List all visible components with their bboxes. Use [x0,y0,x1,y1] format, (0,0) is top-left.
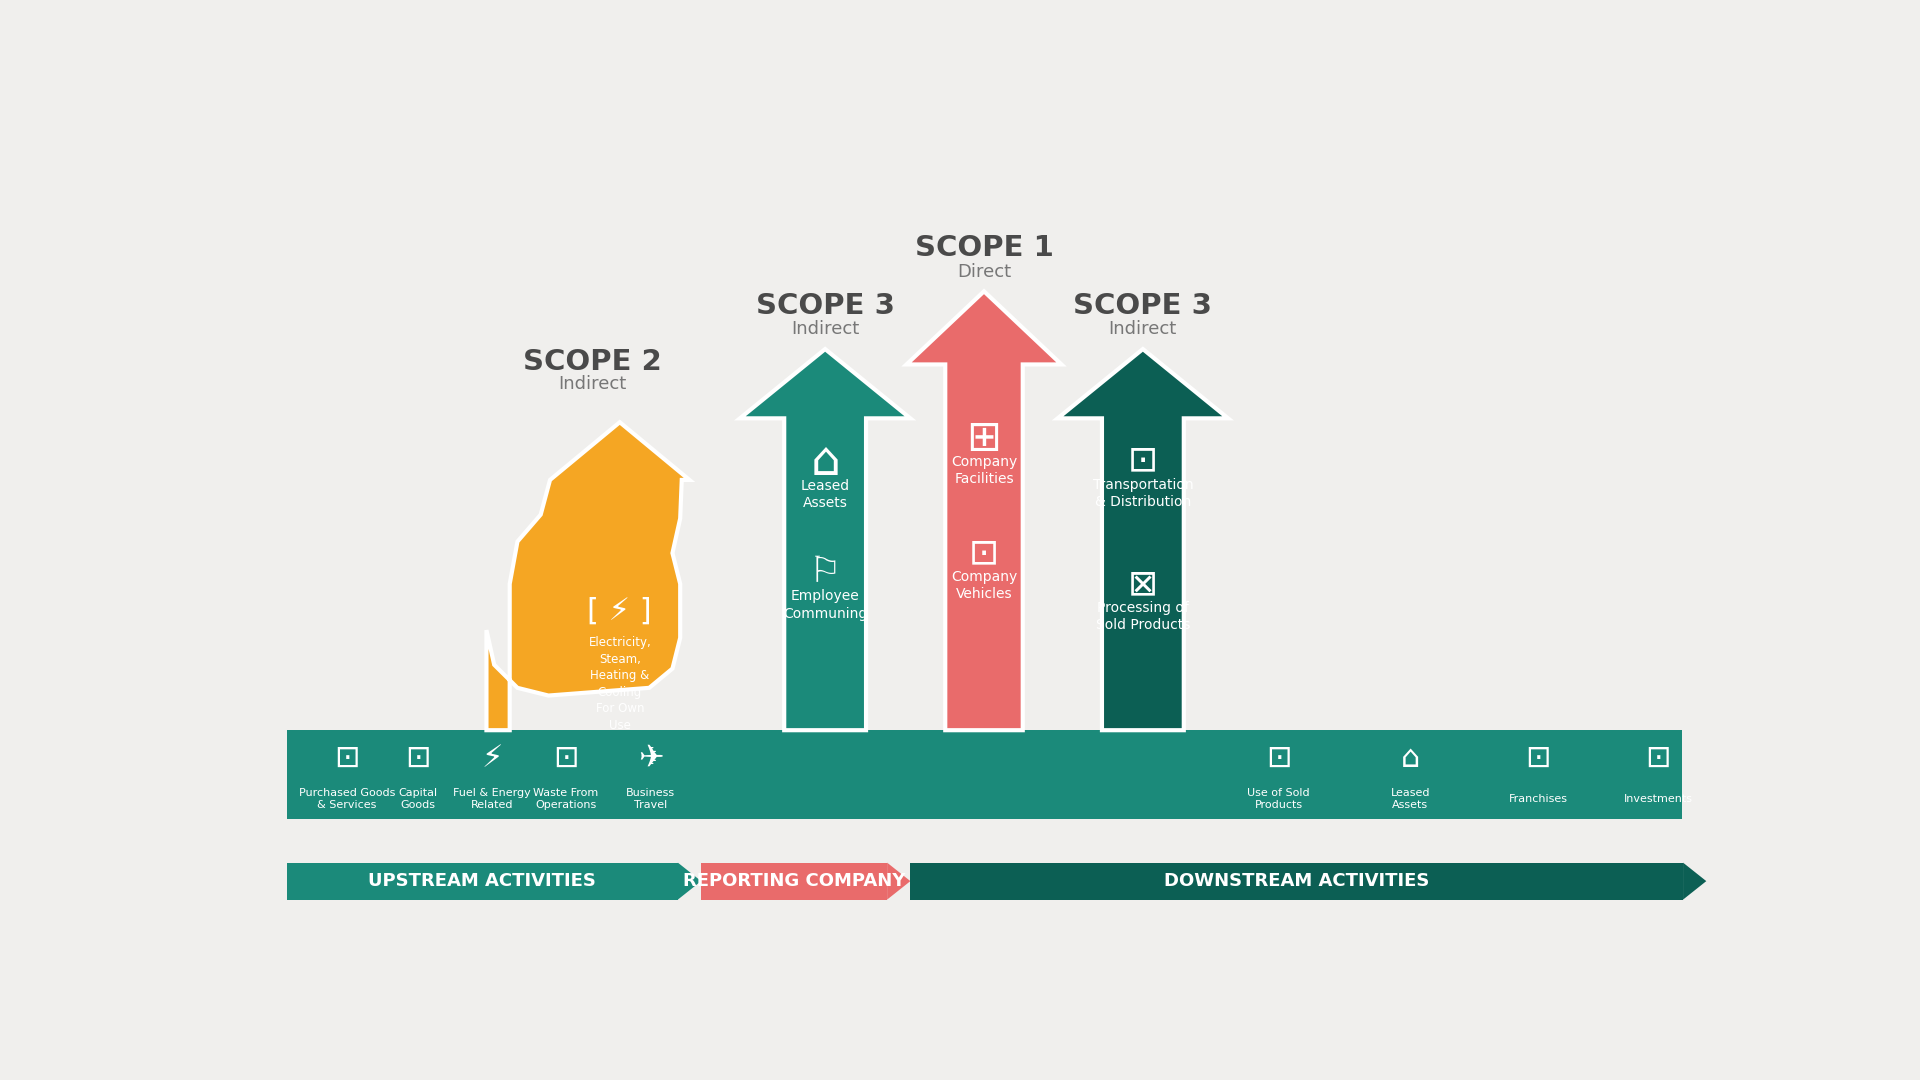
Polygon shape [1684,863,1707,900]
Text: Processing of
Sold Products: Processing of Sold Products [1096,600,1190,632]
Polygon shape [739,349,910,730]
Text: Company
Facilities: Company Facilities [950,455,1018,486]
Text: Use of Sold
Products: Use of Sold Products [1248,788,1309,810]
Text: SCOPE 3: SCOPE 3 [756,292,895,320]
Polygon shape [486,422,689,730]
Polygon shape [678,863,701,900]
Text: SCOPE 1: SCOPE 1 [914,234,1054,262]
Text: SCOPE 2: SCOPE 2 [524,348,662,376]
Text: UPSTREAM ACTIVITIES: UPSTREAM ACTIVITIES [369,873,595,890]
Polygon shape [887,863,910,900]
Text: DOWNSTREAM ACTIVITIES: DOWNSTREAM ACTIVITIES [1164,873,1428,890]
Text: ⊡: ⊡ [1645,744,1670,773]
Text: ⊡: ⊡ [970,536,998,570]
Text: ⌂: ⌂ [810,440,841,485]
Text: Leased
Assets: Leased Assets [1390,788,1430,810]
Text: Waste From
Operations: Waste From Operations [534,788,599,810]
Text: ⚐: ⚐ [808,555,841,590]
Text: Fuel & Energy
Related: Fuel & Energy Related [453,788,530,810]
Text: Purchased Goods
& Services: Purchased Goods & Services [300,788,396,810]
Text: ⌂: ⌂ [1400,744,1421,773]
Text: Company
Vehicles: Company Vehicles [950,570,1018,602]
Text: Business
Travel: Business Travel [626,788,676,810]
Text: Indirect: Indirect [791,321,860,338]
Text: ⊡: ⊡ [334,744,359,773]
Text: Franchises: Franchises [1509,794,1567,805]
Text: Leased
Assets: Leased Assets [801,480,851,511]
Text: ⊡: ⊡ [1524,744,1551,773]
Text: [ ⚡ ]: [ ⚡ ] [588,596,653,625]
Text: REPORTING COMPANY: REPORTING COMPANY [684,873,906,890]
Text: ⊞: ⊞ [966,417,1002,459]
Text: Investments: Investments [1624,794,1693,805]
Polygon shape [1058,349,1229,730]
Text: ⊠: ⊠ [1127,567,1158,600]
Polygon shape [906,292,1062,730]
Text: ⊡: ⊡ [553,744,578,773]
Bar [286,863,678,900]
Text: Direct: Direct [956,262,1012,281]
Bar [701,863,887,900]
Bar [286,730,1682,819]
Text: Employee
Communing: Employee Communing [783,590,868,621]
Text: ⊡: ⊡ [1265,744,1292,773]
Text: SCOPE 3: SCOPE 3 [1073,292,1212,320]
Text: Indirect: Indirect [559,375,626,393]
Text: Electricity,
Steam,
Heating &
Cooling
For Own
Use: Electricity, Steam, Heating & Cooling Fo… [588,636,651,732]
Bar [910,863,1684,900]
Text: ⚡: ⚡ [482,744,503,773]
Text: ⊡: ⊡ [1127,444,1158,477]
Text: ✈: ✈ [637,744,664,773]
Text: ⊡: ⊡ [405,744,430,773]
Text: Capital
Goods: Capital Goods [399,788,438,810]
Text: Indirect: Indirect [1108,321,1177,338]
Text: Transportation
& Distribution: Transportation & Distribution [1092,477,1192,509]
